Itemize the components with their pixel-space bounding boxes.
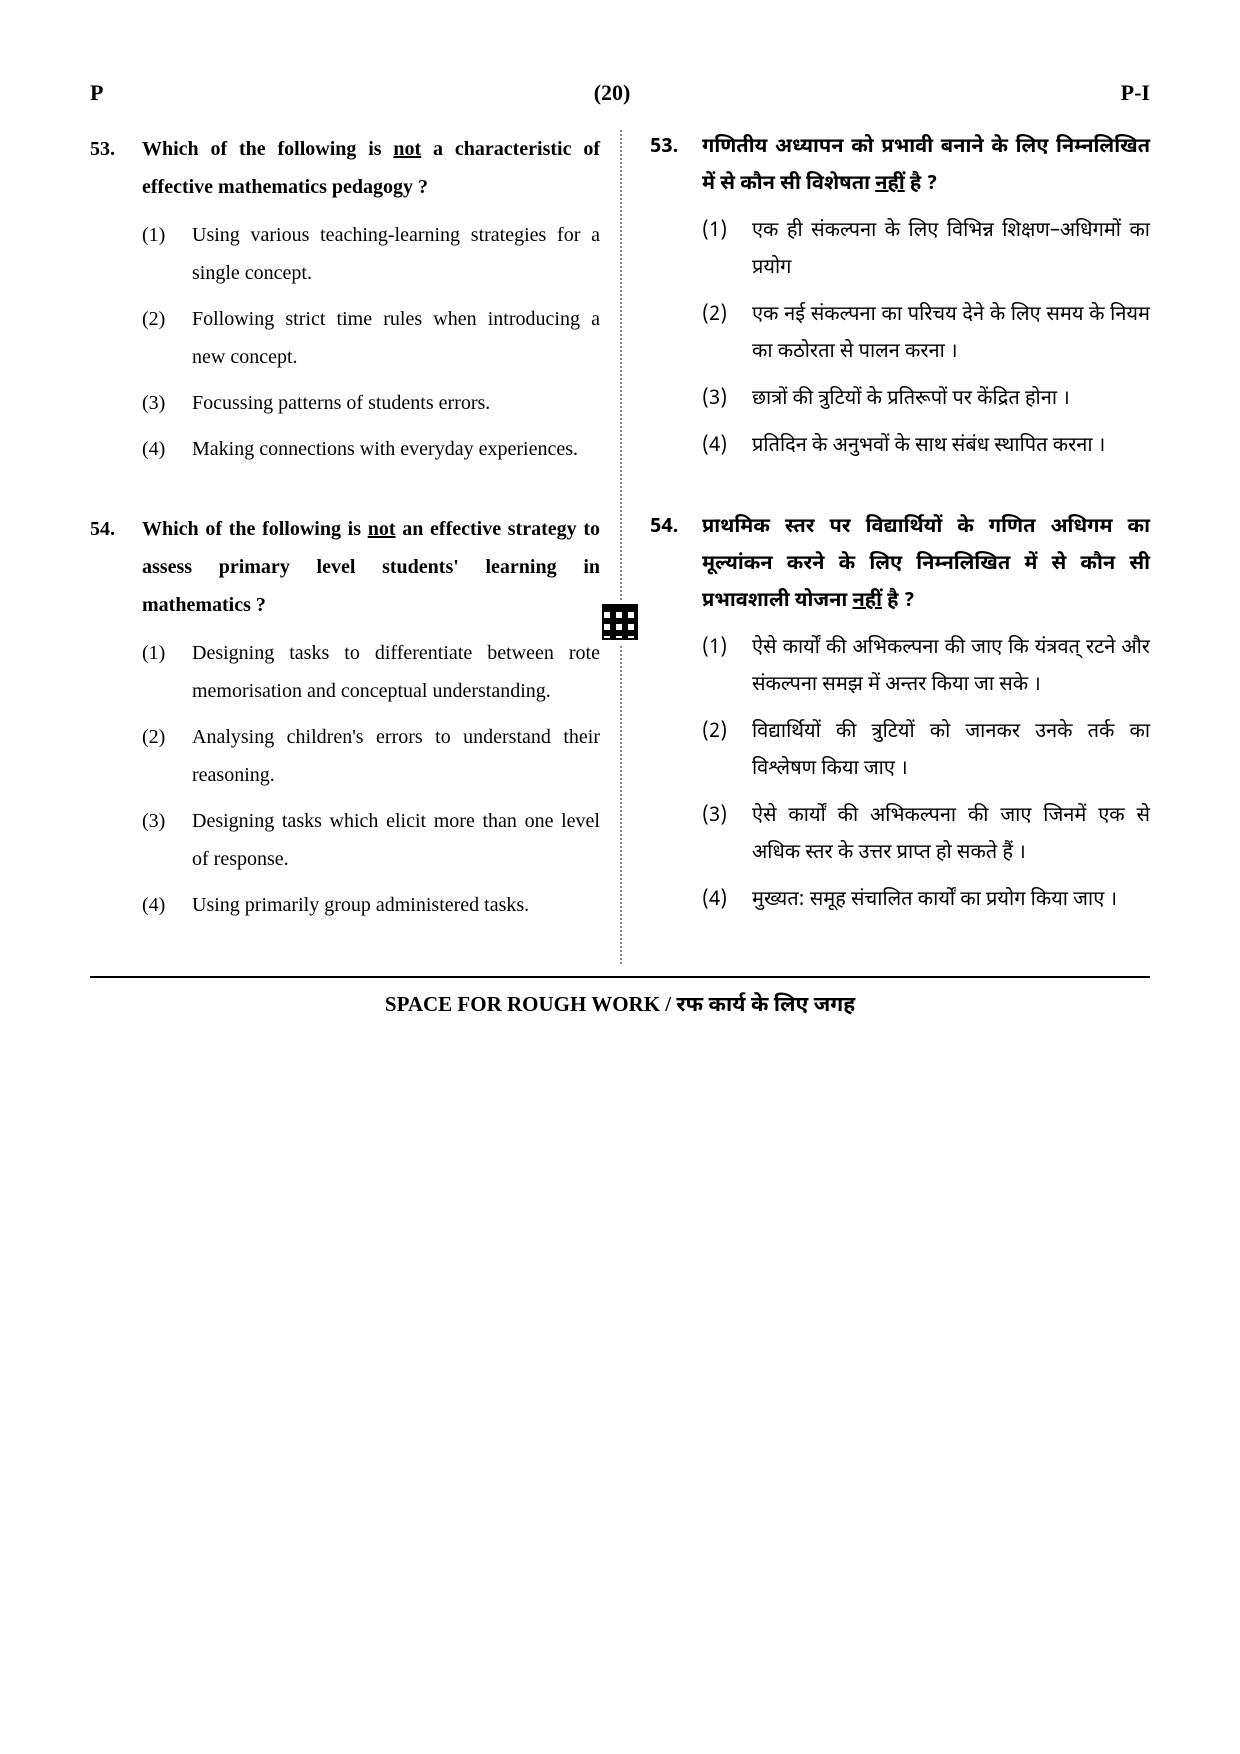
option: (2)Analysing children's errors to unders… [142, 718, 600, 794]
question-54-en: 54. Which of the following is not an eff… [90, 510, 600, 932]
options-list: (1)Designing tasks to differentiate betw… [142, 634, 600, 924]
column-divider [620, 130, 622, 966]
options-list: (1)Using various teaching-learning strat… [142, 216, 600, 468]
question-number: 54. [650, 510, 702, 930]
option: (1)एक ही संकल्पना के लिए विभिन्न शिक्षण–… [702, 214, 1150, 288]
rough-work-label: SPACE FOR ROUGH WORK / रफ कार्य के लिए ज… [90, 992, 1150, 1020]
option: (2)Following strict time rules when intr… [142, 300, 600, 376]
options-list: (1)ऐसे कार्यों की अभिकल्पना की जाए कि यं… [702, 631, 1150, 920]
question-stem: प्राथमिक स्तर पर विद्यार्थियों के गणित अ… [702, 510, 1150, 621]
header-center: (20) [594, 80, 631, 106]
question-54-hi: 54. प्राथमिक स्तर पर विद्यार्थियों के गण… [650, 510, 1150, 930]
question-stem: Which of the following is not a characte… [142, 130, 600, 206]
question-53-hi: 53. गणितीय अध्यापन को प्रभावी बनाने के ल… [650, 130, 1150, 476]
page-header: P (20) P-I [90, 80, 1150, 106]
option: (3)Designing tasks which elicit more tha… [142, 802, 600, 878]
option: (4)मुख्यत: समूह संचालित कार्यों का प्रयो… [702, 883, 1150, 920]
question-stem: गणितीय अध्यापन को प्रभावी बनाने के लिए न… [702, 130, 1150, 204]
option: (2)विद्यार्थियों की त्रुटियों को जानकर उ… [702, 715, 1150, 789]
horizontal-rule [90, 976, 1150, 978]
left-column: 53. Which of the following is not a char… [90, 130, 620, 966]
option: (1)ऐसे कार्यों की अभिकल्पना की जाए कि यं… [702, 631, 1150, 705]
option: (1)Designing tasks to differentiate betw… [142, 634, 600, 710]
question-number: 53. [650, 130, 702, 476]
option: (3)Focussing patterns of students errors… [142, 384, 600, 422]
header-right: P-I [1121, 80, 1150, 106]
question-number: 53. [90, 130, 142, 476]
option: (4)Making connections with everyday expe… [142, 430, 600, 468]
option: (1)Using various teaching-learning strat… [142, 216, 600, 292]
option: (3)छात्रों की त्रुटियों के प्रतिरूपों पर… [702, 382, 1150, 419]
option: (3)ऐसे कार्यों की अभिकल्पना की जाए जिनमे… [702, 799, 1150, 873]
right-column: 53. गणितीय अध्यापन को प्रभावी बनाने के ल… [620, 130, 1150, 966]
header-left: P [90, 80, 103, 106]
content-area: 53. Which of the following is not a char… [90, 130, 1150, 966]
question-stem: Which of the following is not an effecti… [142, 510, 600, 624]
option: (4)Using primarily group administered ta… [142, 886, 600, 924]
options-list: (1)एक ही संकल्पना के लिए विभिन्न शिक्षण–… [702, 214, 1150, 466]
question-number: 54. [90, 510, 142, 932]
option: (2)एक नई संकल्पना का परिचय देने के लिए स… [702, 298, 1150, 372]
question-53-en: 53. Which of the following is not a char… [90, 130, 600, 476]
option: (4)प्रतिदिन के अनुभवों के साथ संबंध स्था… [702, 429, 1150, 466]
qr-code-icon [598, 600, 642, 644]
